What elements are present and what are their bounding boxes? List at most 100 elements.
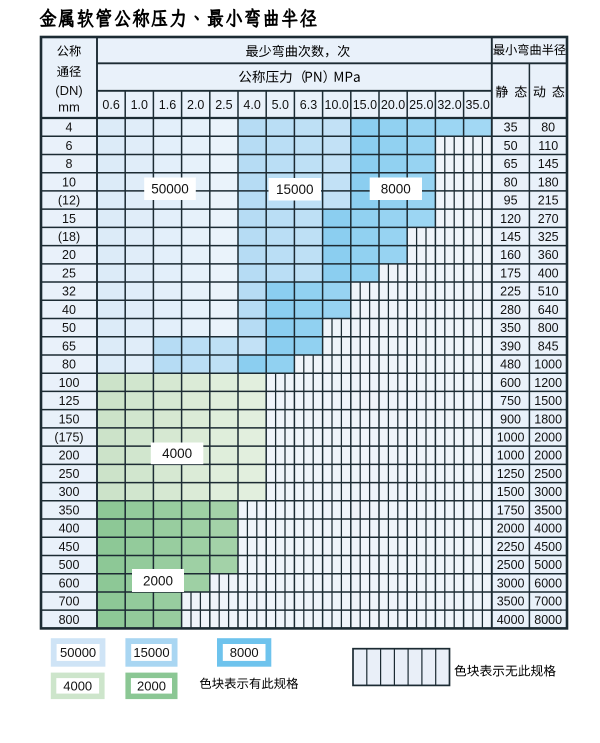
svg-text:1000: 1000 [497, 431, 525, 445]
svg-text:1750: 1750 [497, 503, 525, 517]
svg-text:80: 80 [541, 121, 555, 135]
svg-text:2.5: 2.5 [215, 98, 232, 112]
svg-text:845: 845 [538, 339, 559, 353]
svg-text:270: 270 [538, 212, 559, 226]
svg-text:700: 700 [59, 595, 80, 609]
svg-text:2250: 2250 [497, 540, 525, 554]
svg-text:145: 145 [538, 157, 559, 171]
svg-text:200: 200 [59, 449, 80, 463]
svg-text:510: 510 [538, 285, 559, 299]
svg-text:5000: 5000 [534, 558, 562, 572]
svg-text:500: 500 [59, 558, 80, 572]
svg-text:15: 15 [62, 212, 76, 226]
svg-text:480: 480 [500, 358, 521, 372]
svg-text:25: 25 [62, 266, 76, 280]
svg-text:1500: 1500 [534, 394, 562, 408]
svg-text:95: 95 [504, 194, 518, 208]
svg-text:145: 145 [500, 230, 521, 244]
svg-text:225: 225 [500, 285, 521, 299]
svg-text:160: 160 [500, 248, 521, 262]
svg-text:350: 350 [500, 321, 521, 335]
svg-text:6.3: 6.3 [300, 98, 317, 112]
svg-text:400: 400 [538, 266, 559, 280]
svg-text:600: 600 [500, 376, 521, 390]
svg-text:80: 80 [504, 175, 518, 189]
svg-text:35: 35 [504, 121, 518, 135]
svg-text:35.0: 35.0 [466, 98, 490, 112]
svg-text:32: 32 [62, 285, 76, 299]
svg-text:325: 325 [538, 230, 559, 244]
svg-text:40: 40 [62, 303, 76, 317]
svg-text:390: 390 [500, 339, 521, 353]
svg-text:4500: 4500 [534, 540, 562, 554]
svg-text:20: 20 [62, 248, 76, 262]
svg-text:6000: 6000 [534, 576, 562, 590]
svg-text:15000: 15000 [133, 645, 169, 660]
svg-text:1500: 1500 [497, 485, 525, 499]
svg-text:3500: 3500 [534, 503, 562, 517]
svg-text:2000: 2000 [534, 449, 562, 463]
svg-text:2500: 2500 [534, 467, 562, 481]
svg-text:400: 400 [59, 522, 80, 536]
svg-text:50: 50 [504, 139, 518, 153]
svg-text:20.0: 20.0 [381, 98, 405, 112]
svg-text:65: 65 [504, 157, 518, 171]
svg-text:15.0: 15.0 [353, 98, 377, 112]
svg-text:4000: 4000 [497, 613, 525, 627]
svg-text:8000: 8000 [381, 182, 411, 197]
svg-text:600: 600 [59, 576, 80, 590]
svg-text:8000: 8000 [534, 613, 562, 627]
svg-text:8000: 8000 [230, 645, 259, 660]
svg-text:5.0: 5.0 [272, 98, 289, 112]
svg-text:15000: 15000 [276, 182, 314, 197]
svg-text:1000: 1000 [497, 449, 525, 463]
svg-text:640: 640 [538, 303, 559, 317]
svg-text:32.0: 32.0 [437, 98, 461, 112]
svg-text:120: 120 [500, 212, 521, 226]
svg-text:65: 65 [62, 339, 76, 353]
svg-text:280: 280 [500, 303, 521, 317]
svg-text:1200: 1200 [534, 376, 562, 390]
svg-text:1000: 1000 [534, 358, 562, 372]
svg-text:175: 175 [500, 266, 521, 280]
svg-text:mm: mm [58, 100, 80, 115]
svg-text:3000: 3000 [497, 576, 525, 590]
svg-text:4000: 4000 [63, 679, 92, 694]
svg-text:2000: 2000 [497, 522, 525, 536]
svg-text:450: 450 [59, 540, 80, 554]
svg-text:4000: 4000 [534, 522, 562, 536]
svg-text:50: 50 [62, 321, 76, 335]
svg-text:4.0: 4.0 [243, 98, 260, 112]
svg-text:180: 180 [538, 175, 559, 189]
svg-text:(DN): (DN) [55, 83, 82, 98]
svg-text:1.0: 1.0 [131, 98, 148, 112]
svg-text:3000: 3000 [534, 485, 562, 499]
svg-text:(175): (175) [54, 431, 83, 445]
svg-text:350: 350 [59, 503, 80, 517]
svg-text:50000: 50000 [60, 645, 96, 660]
svg-text:2.0: 2.0 [187, 98, 204, 112]
svg-text:800: 800 [538, 321, 559, 335]
svg-text:2000: 2000 [534, 431, 562, 445]
svg-text:(18): (18) [58, 230, 80, 244]
svg-text:7000: 7000 [534, 595, 562, 609]
svg-text:125: 125 [59, 394, 80, 408]
svg-text:750: 750 [500, 394, 521, 408]
svg-text:1.6: 1.6 [159, 98, 176, 112]
svg-text:100: 100 [59, 376, 80, 390]
svg-text:(12): (12) [58, 194, 80, 208]
svg-text:250: 250 [59, 467, 80, 481]
svg-text:2000: 2000 [143, 573, 173, 588]
svg-text:800: 800 [59, 613, 80, 627]
svg-text:0.6: 0.6 [102, 98, 119, 112]
svg-text:215: 215 [538, 194, 559, 208]
svg-text:150: 150 [59, 412, 80, 426]
svg-text:300: 300 [59, 485, 80, 499]
svg-text:2500: 2500 [497, 558, 525, 572]
svg-text:3500: 3500 [497, 595, 525, 609]
svg-text:110: 110 [538, 139, 558, 153]
svg-text:1250: 1250 [497, 467, 525, 481]
svg-text:1800: 1800 [534, 412, 562, 426]
svg-text:4: 4 [66, 121, 73, 135]
svg-text:10.0: 10.0 [325, 98, 349, 112]
